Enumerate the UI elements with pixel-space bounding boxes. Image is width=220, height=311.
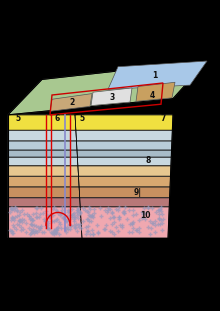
Polygon shape bbox=[136, 82, 175, 101]
Polygon shape bbox=[75, 115, 173, 130]
Polygon shape bbox=[8, 157, 78, 166]
Text: 4: 4 bbox=[149, 91, 155, 100]
Polygon shape bbox=[77, 157, 171, 166]
Text: 2: 2 bbox=[69, 98, 75, 107]
Polygon shape bbox=[8, 207, 82, 238]
Polygon shape bbox=[8, 166, 79, 176]
Polygon shape bbox=[8, 61, 207, 115]
Polygon shape bbox=[8, 130, 77, 141]
Polygon shape bbox=[80, 197, 170, 207]
Polygon shape bbox=[8, 197, 80, 207]
Text: 6: 6 bbox=[54, 114, 60, 123]
Text: 8: 8 bbox=[145, 156, 151, 165]
Polygon shape bbox=[91, 88, 132, 106]
Polygon shape bbox=[76, 130, 172, 141]
Text: 1: 1 bbox=[152, 71, 158, 80]
Text: 9|: 9| bbox=[134, 188, 142, 197]
Polygon shape bbox=[8, 115, 76, 130]
Polygon shape bbox=[8, 141, 77, 150]
Polygon shape bbox=[79, 187, 170, 197]
Text: 5: 5 bbox=[79, 114, 84, 123]
Polygon shape bbox=[108, 61, 207, 89]
Polygon shape bbox=[78, 166, 171, 176]
Polygon shape bbox=[8, 150, 77, 157]
Polygon shape bbox=[8, 187, 80, 197]
Polygon shape bbox=[77, 150, 172, 157]
Polygon shape bbox=[8, 176, 79, 187]
Text: 3: 3 bbox=[109, 93, 115, 102]
Text: 5: 5 bbox=[15, 114, 20, 123]
Polygon shape bbox=[50, 94, 92, 111]
Polygon shape bbox=[80, 207, 169, 238]
Text: 10: 10 bbox=[140, 211, 150, 220]
Polygon shape bbox=[77, 141, 172, 150]
Text: 7: 7 bbox=[160, 114, 166, 123]
Polygon shape bbox=[79, 176, 170, 187]
